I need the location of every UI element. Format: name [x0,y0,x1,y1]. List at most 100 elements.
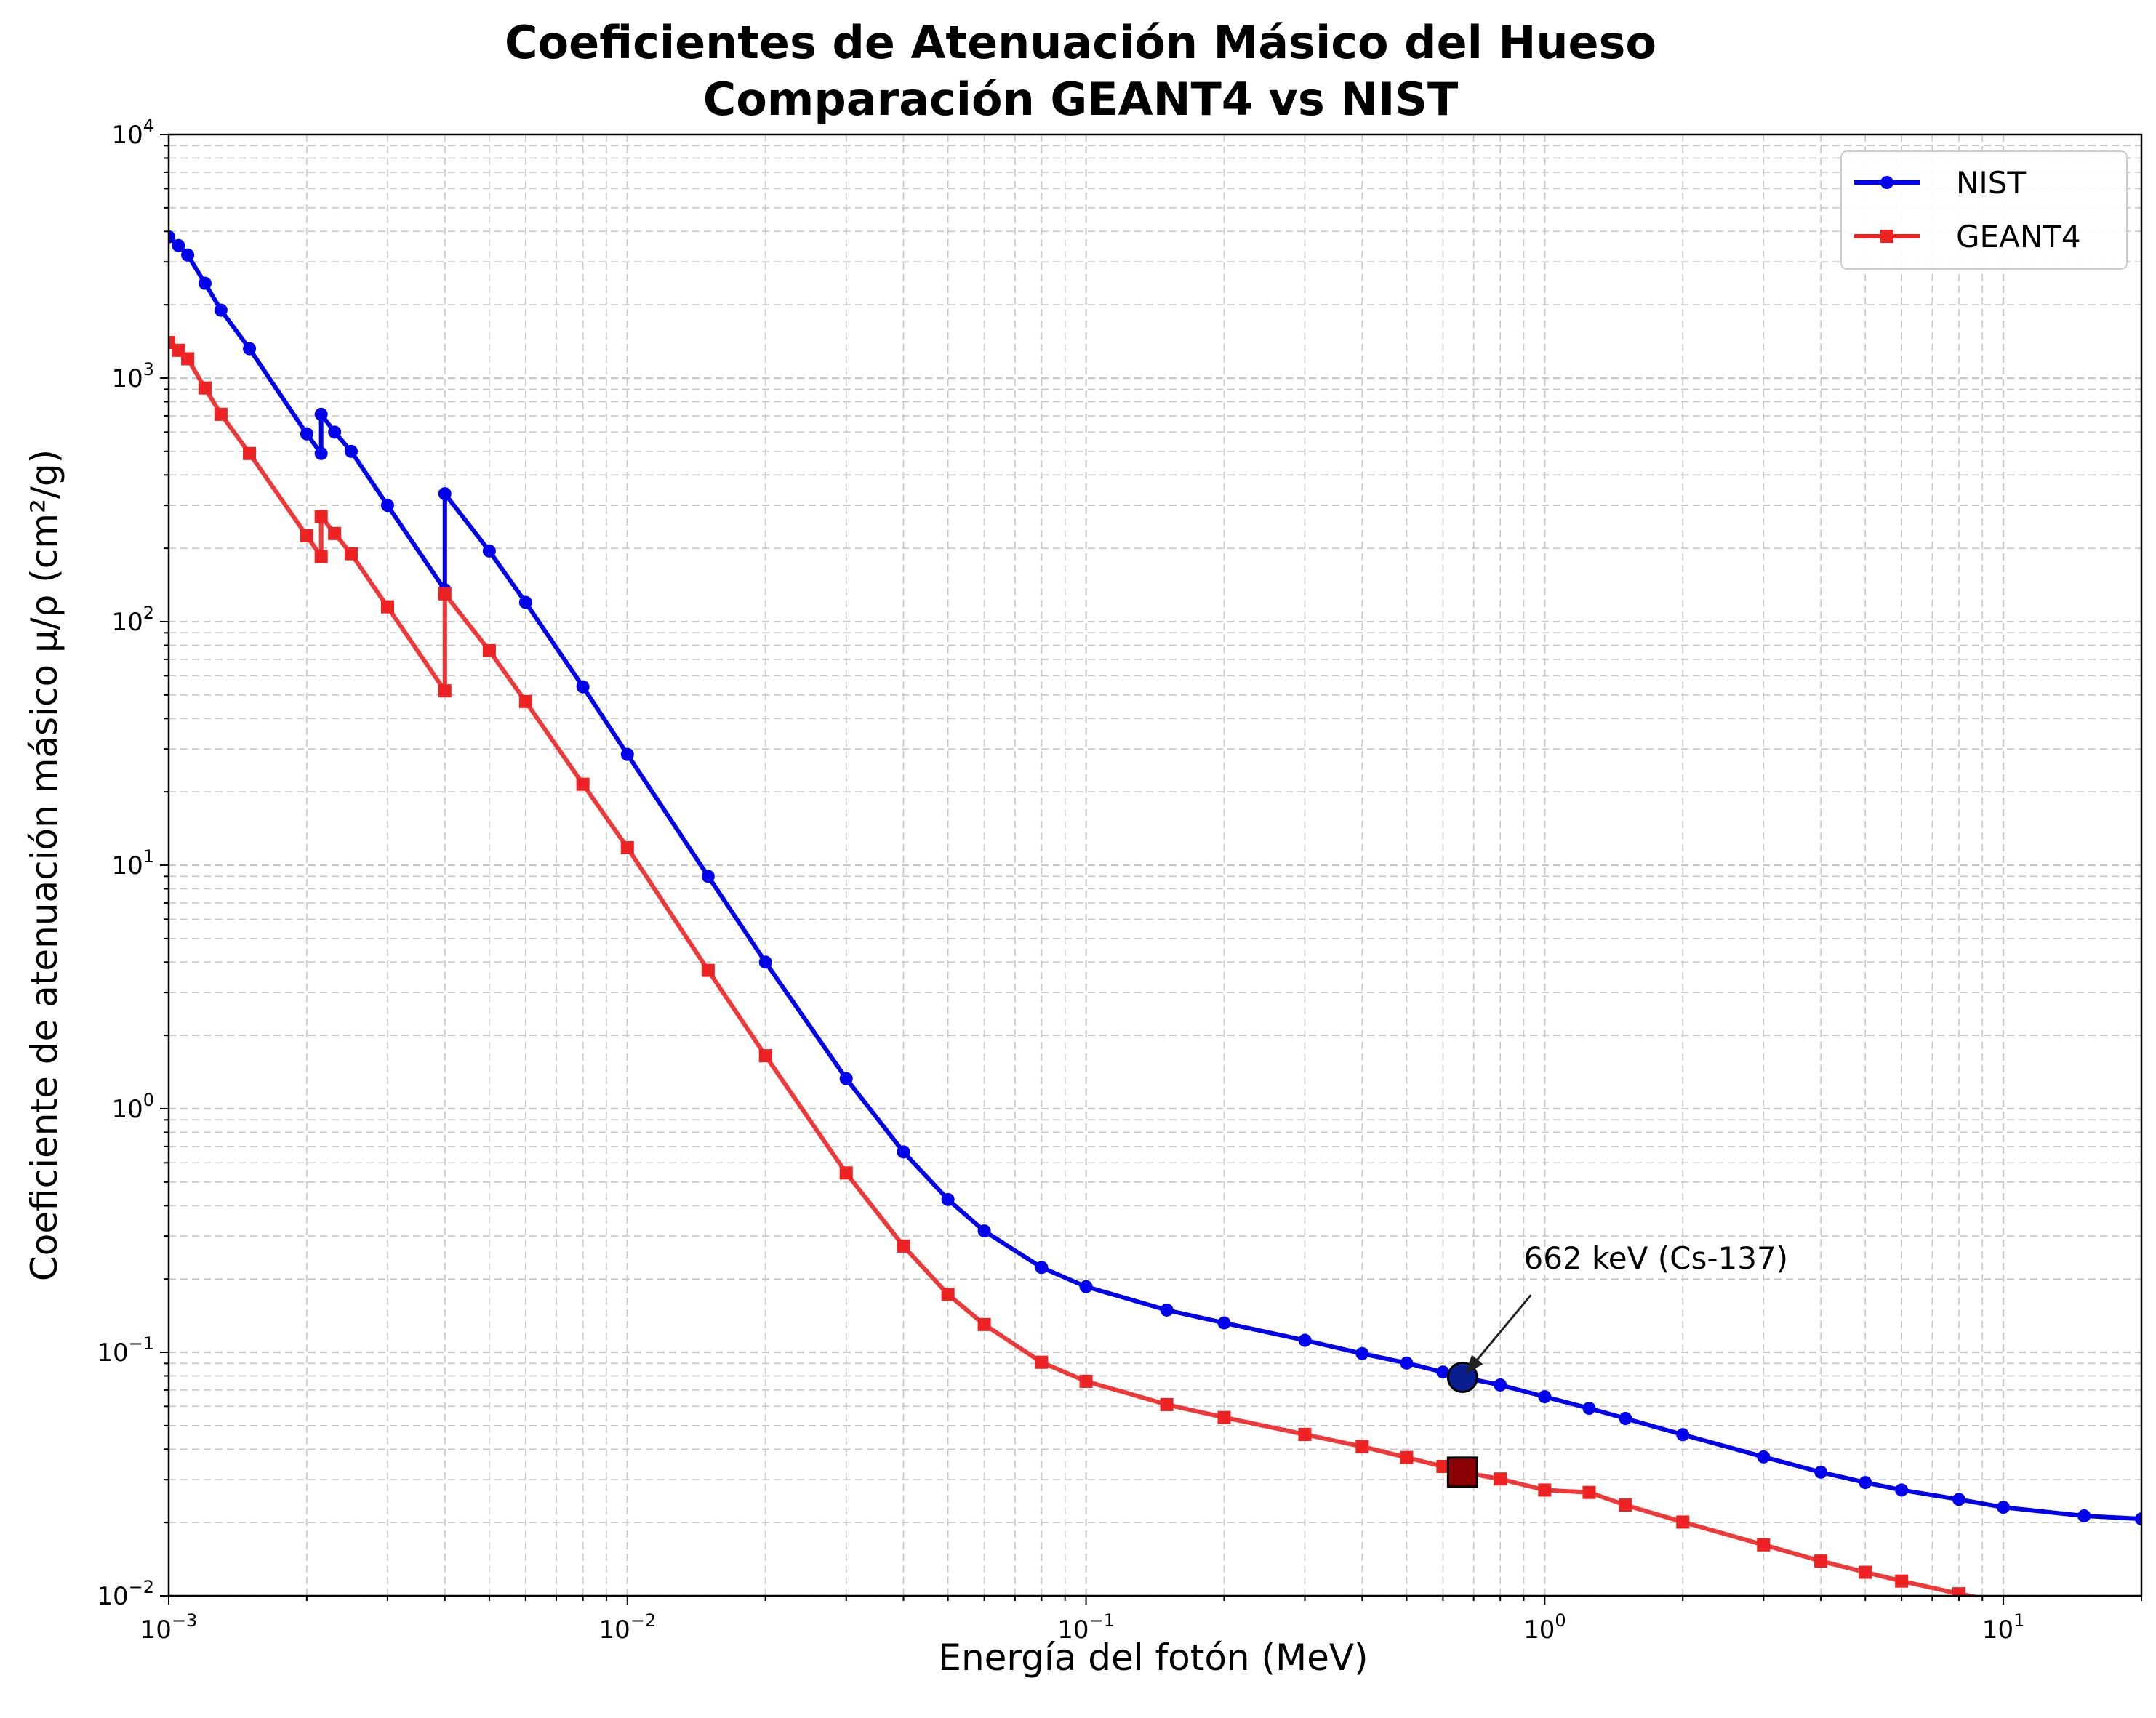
data-point-geant4 [1619,1498,1632,1512]
data-point-nist [1757,1450,1771,1464]
data-point-nist [243,342,257,356]
data-point-nist [1160,1303,1174,1317]
data-point-nist [941,1192,955,1206]
data-point-geant4 [1400,1450,1414,1464]
y-tick-label: 100 [111,1090,154,1124]
annotation-layer: 662 keV (Cs-137) [1465,1240,1788,1374]
data-point-nist [380,499,394,513]
data-point-nist [181,248,195,262]
data-point-nist [328,425,342,439]
legend-marker-geant4 [1880,230,1893,243]
data-point-geant4 [518,694,532,708]
data-point-geant4 [243,446,257,460]
grid [167,133,2142,1597]
data-point-geant4 [1676,1515,1690,1529]
data-point-nist [172,238,185,252]
data-point-nist [1436,1365,1450,1379]
data-point-nist [314,407,328,421]
y-tick-label: 103 [111,359,154,393]
x-tick-label: 101 [1982,1610,2025,1645]
x-tick-label: 10−2 [598,1610,656,1645]
data-point-geant4 [701,963,715,977]
data-point-geant4 [1298,1427,1312,1441]
data-point-geant4 [438,684,452,698]
y-tick-label: 102 [111,603,154,637]
y-tick-label: 10−2 [97,1577,154,1611]
data-point-geant4 [897,1239,910,1253]
data-point-nist [1494,1378,1507,1392]
y-tick-label: 104 [111,116,154,150]
data-point-geant4 [1035,1355,1049,1369]
y-tick-label: 101 [111,846,154,880]
data-point-geant4 [380,600,394,614]
data-point-geant4 [314,550,328,563]
data-point-nist [345,444,358,458]
legend-label-geant4: GEANT4 [1956,219,2081,254]
data-point-nist [1676,1428,1690,1442]
data-point-geant4 [328,526,342,540]
data-point-geant4 [214,407,228,421]
annotation-arrowhead [1465,1354,1483,1374]
data-point-geant4 [438,587,452,601]
data-point-geant4 [1436,1459,1450,1473]
data-point-geant4 [1757,1538,1771,1552]
data-point-nist [300,427,313,441]
data-point-nist [1997,1501,2011,1514]
data-point-geant4 [300,529,313,543]
data-point-nist [620,747,634,761]
data-point-geant4 [482,643,496,657]
series-layer [169,230,2141,1596]
data-point-geant4 [1582,1485,1596,1499]
data-point-nist [1035,1261,1049,1275]
data-point-nist [198,276,212,290]
data-point-geant4 [1160,1397,1174,1411]
data-point-nist [1400,1356,1414,1370]
series-geant4 [169,336,1981,1596]
data-point-geant4 [1217,1410,1231,1424]
x-axis-label: Energía del fotón (MeV) [938,1637,1368,1679]
data-point-geant4 [169,336,175,350]
data-point-nist [2077,1509,2091,1522]
data-point-nist [482,544,496,558]
data-point-nist [1814,1465,1828,1479]
data-point-nist [1952,1493,1965,1506]
data-point-nist [1298,1333,1312,1347]
data-point-geant4 [1952,1587,1965,1596]
data-point-nist [977,1224,991,1238]
data-point-geant4 [1895,1574,1909,1588]
data-point-geant4 [1079,1374,1093,1388]
data-point-geant4 [1494,1472,1507,1486]
annotation-arrow [1473,1294,1532,1364]
data-point-nist [1538,1390,1552,1404]
data-point-geant4 [345,547,358,561]
series-line-nist [169,235,2141,1522]
x-tick-label: 10−1 [1057,1610,1115,1645]
data-point-geant4 [758,1049,772,1063]
data-point-geant4 [1859,1565,1872,1579]
data-point-geant4 [839,1166,853,1180]
chart-title-line-1: Coeficientes de Atenuación Másico del Hu… [505,16,1656,69]
data-point-nist [518,595,532,609]
data-point-geant4 [1814,1554,1828,1568]
data-point-geant4 [314,510,328,523]
data-point-nist [1582,1402,1596,1416]
series-nist [169,230,2141,1526]
data-point-nist [758,955,772,969]
data-point-geant4 [576,777,590,791]
data-point-geant4 [620,840,634,854]
data-point-nist [1895,1483,1909,1497]
data-point-nist [2135,1512,2141,1526]
data-point-nist [839,1072,853,1085]
data-point-nist [1355,1346,1369,1360]
data-point-nist [1217,1316,1231,1330]
y-tick-label: 10−1 [97,1333,154,1368]
data-point-geant4 [941,1288,955,1301]
legend-label-nist: NIST [1956,165,2026,201]
data-point-geant4 [977,1317,991,1331]
data-point-nist [701,870,715,883]
data-point-nist [897,1145,910,1159]
data-point-nist [1079,1280,1093,1293]
x-tick-label: 10−3 [140,1610,198,1645]
data-point-nist [1619,1412,1632,1426]
